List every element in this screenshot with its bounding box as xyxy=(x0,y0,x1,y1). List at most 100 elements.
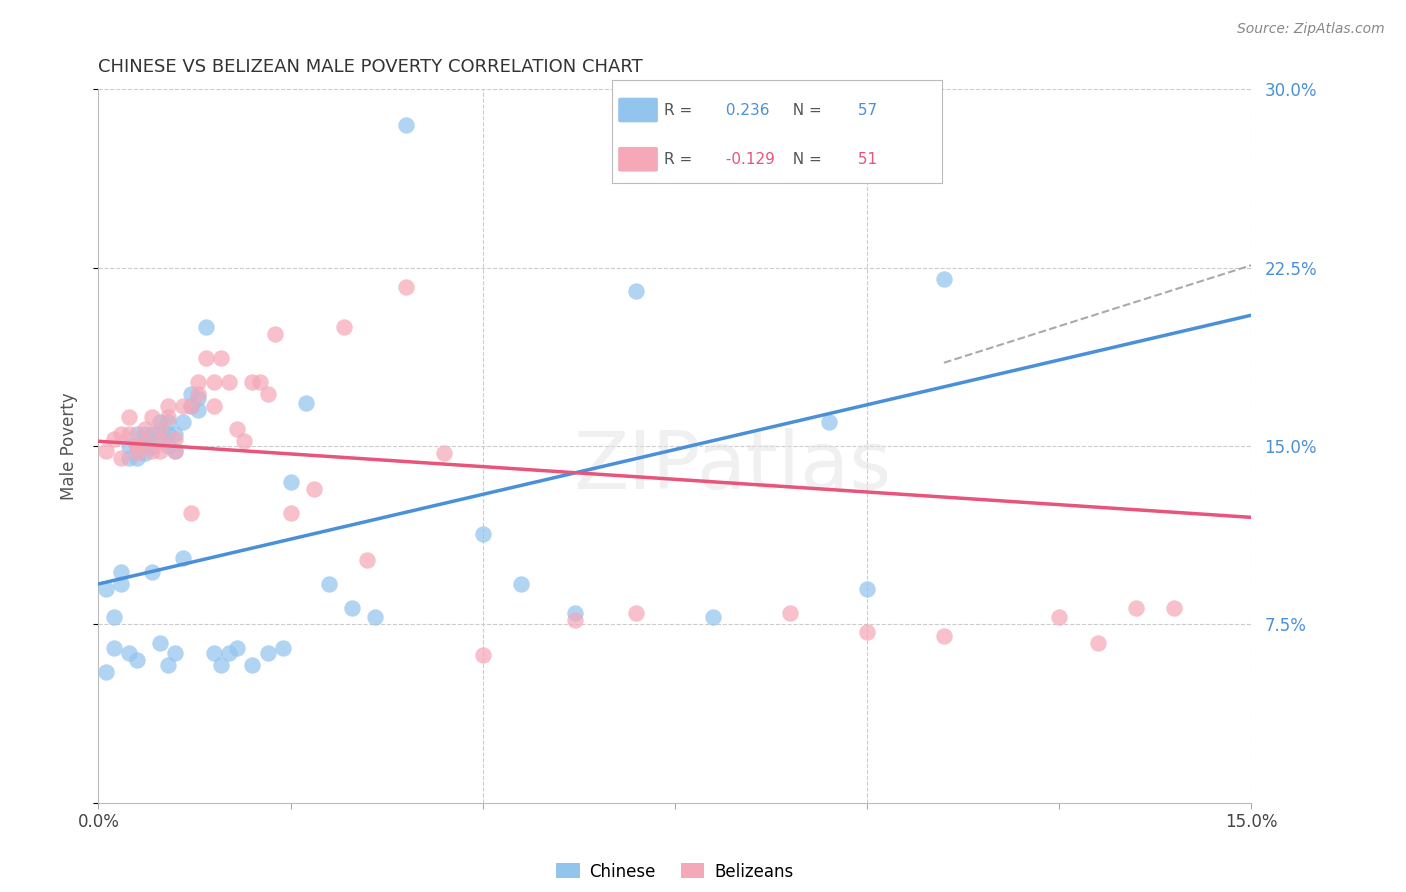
Point xyxy=(187,403,209,417)
Point xyxy=(256,386,278,401)
Point xyxy=(395,118,418,132)
Text: N =: N = xyxy=(783,103,823,118)
Point xyxy=(233,434,256,449)
Point xyxy=(932,629,955,643)
Point xyxy=(156,439,179,453)
Point xyxy=(256,646,278,660)
Point xyxy=(779,606,801,620)
Point xyxy=(134,439,156,453)
Point xyxy=(364,610,387,624)
Text: R =: R = xyxy=(665,152,693,167)
Point xyxy=(202,646,225,660)
Text: Source: ZipAtlas.com: Source: ZipAtlas.com xyxy=(1237,22,1385,37)
Point xyxy=(333,320,356,334)
Point xyxy=(195,351,218,365)
Point xyxy=(702,610,724,624)
Point xyxy=(225,641,247,656)
Text: -0.129: -0.129 xyxy=(721,152,775,167)
Point xyxy=(202,399,225,413)
Point xyxy=(134,422,156,436)
Point xyxy=(141,565,163,579)
Point xyxy=(165,443,187,458)
Point xyxy=(209,351,232,365)
Point xyxy=(240,375,263,389)
Point xyxy=(125,450,148,465)
FancyBboxPatch shape xyxy=(619,147,658,171)
Point xyxy=(172,550,194,565)
Point xyxy=(395,279,418,293)
Point xyxy=(340,600,363,615)
Point xyxy=(180,399,202,413)
Point xyxy=(149,434,172,449)
Point xyxy=(141,439,163,453)
Text: R =: R = xyxy=(665,103,693,118)
Point xyxy=(141,443,163,458)
Point xyxy=(94,582,117,596)
Point xyxy=(471,527,494,541)
Point xyxy=(149,415,172,429)
Point xyxy=(118,410,141,425)
Point xyxy=(817,415,839,429)
Point xyxy=(125,439,148,453)
Point xyxy=(856,624,879,639)
Point xyxy=(165,646,187,660)
Point xyxy=(1163,600,1185,615)
Point xyxy=(103,610,125,624)
Legend: Chinese, Belizeans: Chinese, Belizeans xyxy=(550,856,800,888)
Point xyxy=(180,386,202,401)
Point xyxy=(225,422,247,436)
Point xyxy=(134,446,156,460)
Point xyxy=(510,577,533,591)
Point xyxy=(156,427,179,442)
Point xyxy=(433,446,456,460)
Point xyxy=(110,427,132,442)
Point xyxy=(118,439,141,453)
Text: 0.236: 0.236 xyxy=(721,103,769,118)
Point xyxy=(172,415,194,429)
Point xyxy=(356,553,378,567)
Point xyxy=(271,641,294,656)
Point xyxy=(156,410,179,425)
Point xyxy=(180,399,202,413)
Point xyxy=(94,665,117,679)
Point xyxy=(626,285,648,299)
Point xyxy=(280,475,302,489)
Y-axis label: Male Poverty: Male Poverty xyxy=(59,392,77,500)
Point xyxy=(218,375,240,389)
Point xyxy=(156,399,179,413)
Point xyxy=(564,606,586,620)
Point xyxy=(125,446,148,460)
Point xyxy=(118,450,141,465)
Point xyxy=(110,450,132,465)
Point xyxy=(187,392,209,406)
Point xyxy=(149,443,172,458)
Text: 57: 57 xyxy=(853,103,877,118)
Point xyxy=(110,577,132,591)
Point xyxy=(118,646,141,660)
Point xyxy=(180,506,202,520)
Point xyxy=(1047,610,1070,624)
Point xyxy=(165,427,187,442)
Point xyxy=(149,427,172,442)
Text: CHINESE VS BELIZEAN MALE POVERTY CORRELATION CHART: CHINESE VS BELIZEAN MALE POVERTY CORRELA… xyxy=(98,58,643,76)
Point xyxy=(202,375,225,389)
Point xyxy=(471,648,494,663)
Point xyxy=(195,320,218,334)
Point xyxy=(187,386,209,401)
Point xyxy=(295,396,318,410)
Point xyxy=(141,427,163,442)
Point xyxy=(134,427,156,442)
Point xyxy=(172,399,194,413)
Point xyxy=(209,657,232,672)
Point xyxy=(103,641,125,656)
Point xyxy=(118,427,141,442)
Text: ZIPatlas: ZIPatlas xyxy=(574,428,891,507)
Point xyxy=(165,432,187,446)
Point xyxy=(249,375,271,389)
Point xyxy=(125,439,148,453)
Point xyxy=(110,565,132,579)
Point xyxy=(280,506,302,520)
Point xyxy=(125,653,148,667)
Point xyxy=(165,443,187,458)
Point xyxy=(187,375,209,389)
